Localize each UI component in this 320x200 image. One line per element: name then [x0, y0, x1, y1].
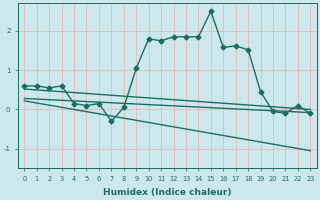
X-axis label: Humidex (Indice chaleur): Humidex (Indice chaleur): [103, 188, 232, 197]
